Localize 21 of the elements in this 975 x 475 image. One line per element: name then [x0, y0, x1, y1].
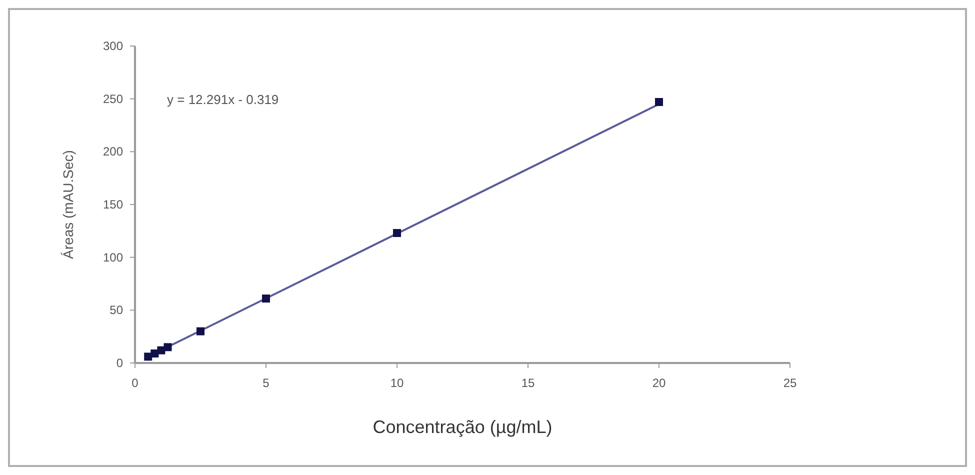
- y-tick-label: 250: [102, 92, 124, 106]
- y-tick-label: 100: [102, 250, 124, 264]
- x-axis-title: Concentração (µg/mL): [372, 417, 552, 437]
- y-tick-label: 150: [102, 198, 124, 212]
- x-tick-label: 5: [262, 376, 270, 390]
- x-tick-label: 0: [132, 376, 139, 390]
- x-tick-label: 10: [390, 376, 404, 390]
- y-tick-label: 200: [102, 144, 124, 159]
- point: [196, 327, 204, 336]
- x-tick-label: 20: [652, 376, 666, 390]
- y-axis-title: Áreas (mAU.Sec): [60, 150, 76, 259]
- y-tick-label: 50: [110, 303, 124, 318]
- point: [393, 229, 401, 238]
- point: [262, 294, 270, 303]
- x-tick-label: 15: [521, 376, 535, 390]
- y-tick-label: 300: [102, 39, 124, 53]
- x-tick-label: 25: [783, 376, 797, 390]
- annotation: y = 12.291x - 0.319: [167, 92, 279, 107]
- y-tick-label: 0: [116, 356, 124, 370]
- point: [655, 98, 663, 106]
- point: [164, 343, 172, 352]
